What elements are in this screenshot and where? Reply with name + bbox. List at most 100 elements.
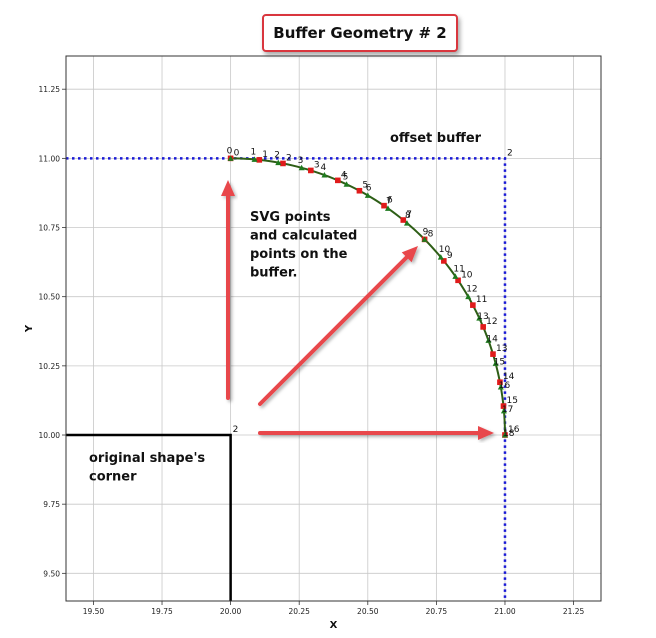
svg-point <box>437 254 444 260</box>
calculated-point <box>470 302 476 308</box>
annotation-svg-line: and calculated <box>250 229 357 244</box>
x-axis-label: X <box>330 620 338 631</box>
y-tick-label: 10.25 <box>39 362 61 371</box>
calculated-point <box>400 217 407 223</box>
x-tick-label: 20.50 <box>357 607 379 616</box>
svg-point <box>492 360 499 366</box>
calculated-point <box>455 277 461 284</box>
svg-point <box>227 155 234 161</box>
arrow-diagonal-head <box>401 246 418 263</box>
svg-point-label: 8 <box>405 211 411 221</box>
svg-point <box>501 432 508 438</box>
svg-point-label: 11 <box>453 264 464 274</box>
arrow-up-head <box>221 180 235 196</box>
svg-point <box>251 156 258 162</box>
svg-point-label: 9 <box>423 227 429 237</box>
svg-point <box>298 164 305 171</box>
offset-buffer-line <box>66 157 507 601</box>
calculated-point <box>256 157 263 163</box>
svg-point-label: 4 <box>320 163 326 173</box>
annotation-offset-line: offset buffer <box>390 131 482 146</box>
calculated-point-label: 13 <box>496 344 507 354</box>
calculated-point <box>490 351 496 357</box>
annotation-arrows <box>221 180 494 440</box>
calculated-point <box>381 202 387 209</box>
calculated-point <box>497 379 503 386</box>
calculated-point-label: 14 <box>503 372 515 382</box>
x-tick-label: 20.00 <box>220 607 242 616</box>
svg-point-label: 6 <box>366 183 372 193</box>
svg-point-label: 0 <box>227 146 233 156</box>
svg-point <box>275 159 282 166</box>
grid <box>66 56 601 601</box>
arrow-right-head <box>478 426 494 440</box>
y-tick-label: 10.75 <box>39 224 61 233</box>
svg-point <box>465 293 472 300</box>
calculated-point <box>280 160 286 167</box>
arrow-diagonal-shaft <box>258 255 409 406</box>
annotations: offset buffer SVG points and calculated poi… <box>89 131 482 485</box>
y-tick-label: 10.50 <box>39 293 61 302</box>
annotation-orig-line: original shape's <box>89 451 205 466</box>
plot-frame <box>65 55 602 602</box>
y-axis-label: Y <box>24 324 35 333</box>
calculated-point-label: 5 <box>362 181 368 191</box>
svg-point <box>343 181 350 187</box>
arrow-up <box>221 180 235 400</box>
svg-point-label: 14 <box>486 334 498 344</box>
annotation-svg-line: points on the <box>250 247 348 262</box>
calculated-point-label: 2 <box>286 153 292 163</box>
svg-point-label: 12 <box>466 285 477 295</box>
y-tick-label: 9.50 <box>43 569 60 578</box>
arrow-right <box>258 426 494 440</box>
calculated-point-label: 1 <box>262 150 268 160</box>
calculated-point-label: 6 <box>387 196 393 206</box>
y-tick-label: 11.00 <box>39 154 61 163</box>
calculated-point-label: 4 <box>341 170 347 180</box>
y-tick-label: 10.00 <box>39 431 61 440</box>
original-shape-corner-line <box>66 433 232 601</box>
svg-point <box>403 220 410 226</box>
calculated-point <box>356 187 363 194</box>
x-tick-label: 19.75 <box>151 607 173 616</box>
calculated-point-label: 12 <box>486 317 497 327</box>
svg-point <box>500 407 507 414</box>
svg-point-label: 13 <box>477 312 488 322</box>
arrow-diagonal <box>258 246 418 406</box>
svg-point <box>497 383 504 390</box>
svg-point-label: 1 <box>251 147 257 157</box>
x-tick-label: 21.25 <box>563 607 585 616</box>
calculated-point-label: 3 <box>314 160 320 170</box>
x-tick-label: 20.75 <box>426 607 448 616</box>
svg-point <box>321 172 328 178</box>
calculated-point <box>500 403 507 409</box>
calculated-point-label: 9 <box>447 251 453 261</box>
calculated-point-label: 10 <box>461 270 473 280</box>
x-tick-label: 21.00 <box>494 607 516 616</box>
svg-point-label: 7 <box>386 196 392 206</box>
calculated-point-label: 16 <box>508 425 520 435</box>
calculated-point-label: 15 <box>506 396 517 406</box>
original-corner-label: 2 <box>233 425 239 435</box>
svg-point <box>476 315 483 321</box>
calculated-point-label: 11 <box>476 295 487 305</box>
annotation-orig-line: corner <box>89 470 137 485</box>
offset-buffer-corner-label: 2 <box>507 148 513 158</box>
calculated-point <box>441 258 447 264</box>
y-tick-label: 9.75 <box>43 500 60 509</box>
axis-ticks: 19.50 19.75 20.00 20.25 20.50 20.75 21.00 21.25… <box>39 85 585 616</box>
svg-point <box>384 205 391 211</box>
calculated-point <box>335 177 341 184</box>
y-tick-label: 11.25 <box>39 85 61 94</box>
svg-point-label: 15 <box>494 357 505 367</box>
annotation-svg-line: buffer. <box>250 266 297 281</box>
x-tick-label: 19.50 <box>83 607 105 616</box>
svg-point-label: 2 <box>274 151 280 161</box>
svg-point <box>421 236 428 242</box>
x-tick-label: 20.25 <box>288 607 310 616</box>
svg-point <box>452 273 459 279</box>
calculated-point-label: 7 <box>406 210 412 220</box>
svg-point-label: 18 <box>503 429 515 439</box>
calculated-point-label: 0 <box>234 148 240 158</box>
